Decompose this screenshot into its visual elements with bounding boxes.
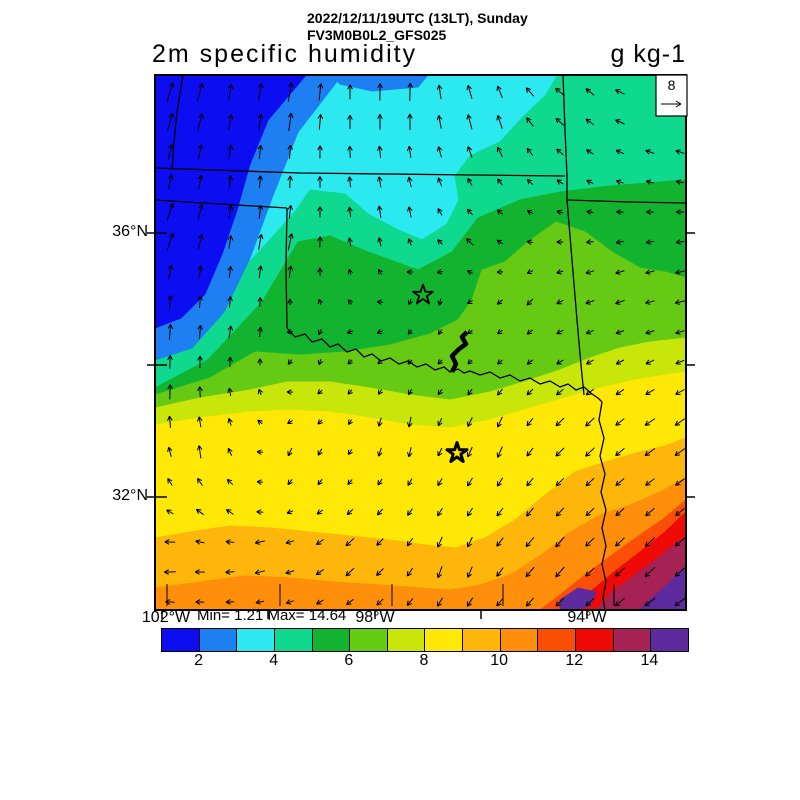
colorbar [161,628,689,652]
colorbar-segment [425,629,464,651]
state-border [286,327,603,403]
wind-vectors [164,81,686,607]
reference-vector-box [655,74,688,117]
lon-label: 94°W [567,609,607,626]
colorbar-segment [538,629,577,651]
reference-vector-arrow [661,100,682,108]
colorbar-segment [350,629,388,651]
state-border [562,75,568,200]
colorbar-segment [613,629,652,651]
map-border [154,74,687,611]
colorbar-tick-label: 6 [344,652,354,669]
colorbar-tick-label: 14 [640,652,659,669]
variable-title: 2m specific humidity [152,40,418,68]
lon-label: 102°W [141,609,191,626]
star-marker [412,283,434,305]
minmax-stats: Min= 1.21 Max= 14.64 [197,607,347,624]
state-border [598,401,607,610]
state-border [566,199,686,204]
colorbar-segment [199,629,238,651]
state-border [171,75,184,171]
colorbar-segment [274,629,313,651]
lat-label: 36°N [112,223,148,240]
colorbar-tick-label: 8 [419,652,429,669]
colorbar-segment [463,629,501,651]
colorbar-segment [651,629,688,651]
colorbar-segment [387,629,426,651]
lat-label: 32°N [112,487,148,504]
colorbar-tick-label: 4 [269,652,279,669]
humidity-region [155,477,686,610]
colorbar-segment [576,629,614,651]
colorbar-segment [237,629,275,651]
state-border [155,167,566,177]
colorbar-segment [162,629,200,651]
colorbar-segment [312,629,351,651]
state-border [566,199,585,396]
lon-label: 98°W [355,609,395,626]
state-border [155,199,288,209]
star-marker [445,441,469,463]
colorbar-tick-label: 12 [565,652,584,669]
colorbar-tick-label: 2 [194,652,204,669]
humidity-region [331,75,429,92]
units-label: g kg-1 [610,40,686,68]
state-border [449,330,469,374]
map-content [155,75,686,610]
reference-vector-value: 8 [667,77,676,93]
header-model: FV3M0B0L2_GFS025 [307,27,447,43]
state-border [285,207,288,329]
header-datetime: 2022/12/11/19UTC (13LT), Sunday [307,10,528,26]
colorbar-segment [500,629,539,651]
humidity-region [155,75,307,329]
colorbar-tick-label: 10 [490,652,509,669]
